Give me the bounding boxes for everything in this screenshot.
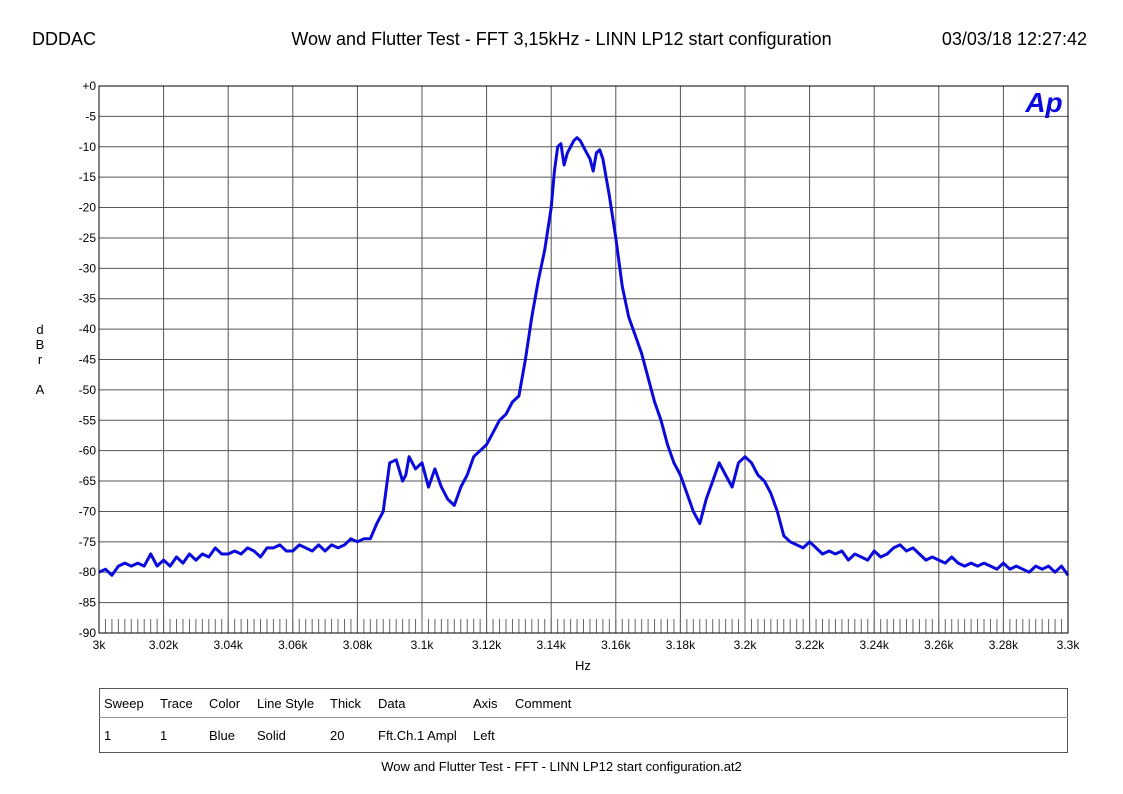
x-tick-label: 3.26k [924, 638, 954, 652]
x-tick-label: 3.18k [666, 638, 696, 652]
x-axis-label: Hz [575, 658, 591, 673]
x-tick-label: 3.14k [537, 638, 567, 652]
y-tick-label: +0 [82, 79, 96, 93]
x-tick-label: 3.28k [989, 638, 1019, 652]
legend-header-axis: Axis [473, 695, 498, 711]
y-tick-label: -50 [79, 383, 97, 397]
x-tick-label: 3.06k [278, 638, 308, 652]
y-tick-label: -5 [85, 109, 96, 123]
legend-cell-comment [511, 718, 1068, 753]
x-tick-labels: 3k 3.02k 3.04k 3.06k 3.08k 3.1k 3.12k 3.14k 3.16… [93, 638, 1081, 652]
x-tick-label: 3.12k [472, 638, 502, 652]
legend-cell-thick: 20 [330, 727, 345, 743]
legend-cell-sweep: 1 [104, 727, 112, 743]
y-tick-label: -30 [79, 261, 97, 275]
legend-header-line-style: Line Style [257, 695, 315, 711]
x-tick-label: 3.16k [601, 638, 631, 652]
x-tick-label: 3.24k [860, 638, 890, 652]
y-tick-label: -40 [79, 322, 97, 336]
y-tick-label: -15 [79, 170, 97, 184]
legend-cell-data: Fft.Ch.1 Ampl [378, 727, 457, 743]
plot-frame [98, 85, 1069, 634]
y-tick-label: -35 [79, 292, 97, 306]
minor-ticks [98, 619, 1069, 633]
y-tick-labels: +0 -5 -10 -15 -20 -25 -30 -35 -40 -45 -50 -55 -60 -65… [79, 79, 97, 640]
legend-cell-trace: 1 [160, 727, 168, 743]
footer-filename: Wow and Flutter Test - FFT - LINN LP12 s… [381, 759, 742, 774]
x-tick-label: 3.02k [149, 638, 179, 652]
ap-logo: Ap [1024, 87, 1062, 118]
y-axis-label-letter: B [35, 337, 45, 352]
y-tick-label: -90 [79, 626, 97, 640]
legend-header-data: Data [378, 695, 406, 711]
y-axis-label-letter: r [37, 352, 43, 367]
legend-header-row: Sweep Trace Color Line Style Thick Data … [99, 689, 1068, 718]
chart-title: Wow and Flutter Test - FFT 3,15kHz - LIN… [291, 29, 832, 49]
x-tick-label: 3.08k [343, 638, 373, 652]
fft-chart: +0 -5 -10 -15 -20 -25 -30 -35 -40 -45 -50 -55 -60 -65… [79, 79, 1081, 673]
legend-header-trace: Trace [160, 695, 193, 711]
x-tick-label: 3k [93, 638, 107, 652]
x-tick-label: 3.1k [411, 638, 435, 652]
legend-header-sweep: Sweep [104, 695, 144, 711]
legend-header-thick: Thick [330, 695, 362, 711]
legend-cell-color: Blue [209, 727, 236, 743]
legend-cell-line-style: Solid [257, 727, 286, 743]
trace-legend-table: Sweep Trace Color Line Style Thick Data … [99, 688, 1068, 753]
header-datetime: 03/03/18 12:27:42 [941, 29, 1087, 49]
y-tick-label: -80 [79, 565, 97, 579]
legend-row: 1 1 Blue Solid 20 Fft.Ch.1 Ampl Left [100, 718, 1068, 753]
y-tick-label: -75 [79, 535, 97, 549]
y-tick-label: -10 [79, 140, 97, 154]
y-tick-label: -45 [79, 353, 97, 367]
y-tick-label: -70 [79, 504, 97, 518]
header-left-label: DDDAC [32, 29, 97, 49]
x-tick-label: 3.2k [734, 638, 758, 652]
y-tick-label: -65 [79, 474, 97, 488]
legend-cell-axis: Left [473, 727, 495, 743]
y-axis-label-letter: A [35, 382, 45, 397]
legend-header-comment: Comment [515, 695, 572, 711]
series-line-trace-1 [98, 136, 1070, 577]
y-tick-label: -60 [79, 444, 97, 458]
y-tick-label: -20 [79, 201, 97, 215]
x-tick-label: 3.3k [1057, 638, 1081, 652]
x-tick-label: 3.22k [795, 638, 825, 652]
y-tick-label: -55 [79, 413, 97, 427]
y-tick-label: -85 [79, 596, 97, 610]
legend-header-color: Color [209, 695, 241, 711]
x-tick-label: 3.04k [214, 638, 244, 652]
y-tick-label: -25 [79, 231, 97, 245]
y-axis-label-letter: d [36, 322, 44, 337]
